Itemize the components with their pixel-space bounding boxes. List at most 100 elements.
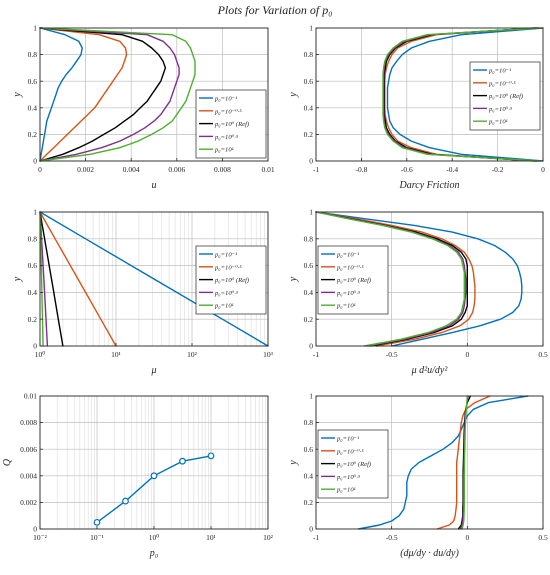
x-tick-label: 10⁻²: [33, 533, 47, 542]
y-tick-label: 0.6: [304, 261, 314, 270]
series-line-1: [315, 211, 523, 347]
y-tick-label: 0.2: [304, 315, 314, 324]
x-tick-label: 10¹: [206, 533, 216, 542]
legend: p₀=10⁻¹ p₀=10⁻⁰·⁵ p₀=10⁰ (Ref) p₀=10⁰·⁵ p₀=1…: [317, 245, 389, 315]
legend-label-3: p₀=10⁰ (Ref): [214, 121, 249, 128]
x-tick-label: -0.5: [386, 350, 398, 359]
x-tick-label: 0: [38, 165, 42, 174]
figure-title: Plots for Variation of p₀: [217, 3, 333, 17]
y-tick-label: 1: [309, 208, 313, 217]
y-tick-label: 0.002: [20, 498, 37, 507]
legend-label-4: p₀=10⁰·⁵: [214, 290, 239, 297]
series-line-3: [39, 27, 167, 162]
x-tick-label: 10⁰: [149, 533, 160, 542]
y-axis-label: y: [288, 460, 299, 466]
x-tick-label: 0: [465, 533, 469, 542]
legend: p₀=10⁻¹ p₀=10⁻⁰·⁵ p₀=10⁰ (Ref) p₀=10⁰·⁵ p₀=1…: [195, 245, 267, 315]
axes-frame: [315, 395, 544, 530]
legend-label-4: p₀=10⁰·⁵: [488, 106, 513, 113]
legend-label-3: p₀=10⁰ (Ref): [214, 277, 249, 284]
x-tick-label: -0.6: [401, 165, 413, 174]
y-tick-label: 1: [309, 24, 313, 33]
y-tick-label: 0.6: [28, 77, 38, 86]
y-tick-label: 0.2: [304, 130, 314, 139]
y-tick-label: 0.6: [304, 77, 314, 86]
legend: p₀=10⁻¹ p₀=10⁻⁰·⁵ p₀=10⁰ (Ref) p₀=10⁰·⁵ p₀=1…: [195, 89, 267, 159]
y-axis-label: y: [12, 92, 23, 98]
subplot-u: 0 0.002 0.004 0.006 0.008 0.01 0 0.2 0.4 0.6 0.8 1 u…: [12, 24, 275, 191]
y-tick-label: 0.4: [304, 471, 314, 480]
legend-label-5: p₀=10¹: [214, 303, 234, 310]
x-tick-label: -1: [313, 533, 319, 542]
y-tick-label: 0.2: [28, 130, 38, 139]
x-tick-label: 0: [541, 165, 545, 174]
axes-frame: [315, 211, 544, 347]
y-tick-label: 0.8: [304, 418, 314, 427]
legend-label-4: p₀=10⁰·⁵: [336, 474, 361, 481]
x-axis-label: p₀: [149, 548, 159, 559]
data-point: [207, 452, 215, 460]
data-point: [122, 497, 129, 505]
x-tick-label: 10²: [263, 533, 274, 542]
x-tick-label: 10⁻¹: [90, 533, 104, 542]
series-line-2: [315, 211, 476, 347]
y-tick-label: 1: [33, 24, 37, 33]
data-point: [179, 457, 186, 465]
series-line-3: [315, 211, 468, 347]
axes-frame: [315, 27, 544, 162]
y-axis-label: Q: [2, 458, 13, 466]
legend-label-3: p₀=10⁰ (Ref): [488, 93, 523, 100]
x-axis-label: μ d²u/dy²: [411, 365, 449, 376]
x-tick-label: -1: [313, 350, 319, 359]
x-tick-label: 0.002: [77, 165, 94, 174]
x-tick-label: 0.5: [538, 533, 548, 542]
legend-label-5: p₀=10¹: [214, 147, 234, 154]
x-tick-label: 10²: [187, 350, 198, 359]
data-point: [150, 472, 158, 480]
legend: p₀=10⁻¹ p₀=10⁻⁰·⁵ p₀=10⁰ (Ref) p₀=10⁰·⁵ p₀=1…: [469, 61, 541, 131]
subplot-mu_d2u: -1 -0.5 0 0.5 0 0.2 0.4 0.6 0.8 1 μ d²u/dy² y p₀=10⁻…: [288, 208, 548, 376]
y-tick-label: 0.2: [28, 315, 38, 324]
legend: p₀=10⁻¹ p₀=10⁻⁰·⁵ p₀=10⁰ (Ref) p₀=10⁰·⁵ p₀=1…: [317, 429, 389, 499]
y-tick-label: 0.4: [28, 103, 38, 112]
y-tick-label: 0.8: [304, 50, 314, 59]
x-tick-label: 10⁰: [35, 350, 46, 359]
series-line-4: [39, 211, 49, 347]
legend-label-2: p₀=10⁻⁰·⁵: [214, 264, 242, 271]
y-tick-label: 0.8: [304, 234, 314, 243]
y-tick-label: 1: [33, 208, 37, 217]
series-line-2: [39, 211, 117, 347]
x-tick-label: 0: [465, 350, 469, 359]
y-tick-label: 0.004: [20, 471, 37, 480]
legend-label-3: p₀=10⁰ (Ref): [336, 461, 371, 468]
subplot-Q: 10⁻² 10⁻¹ 10⁰ 10¹ 10² 0 0.002 0.004 0.006 0.008 0.…: [2, 392, 274, 559]
legend-label-5: p₀=10¹: [336, 487, 356, 494]
y-tick-label: 0.4: [28, 288, 38, 297]
series-line-2: [39, 27, 128, 162]
legend-label-1: p₀=10⁻¹: [214, 252, 237, 259]
series-line-1: [39, 27, 83, 162]
legend-label-2: p₀=10⁻⁰·⁵: [488, 80, 516, 87]
x-axis-label: (dμ/dy · du/dy): [400, 548, 459, 559]
legend-label-1: p₀=10⁻¹: [488, 68, 511, 75]
y-tick-label: 0.008: [20, 418, 37, 427]
series-line-1: [386, 27, 544, 162]
subplot-darcy: -1 -0.8 -0.6 -0.4 -0.2 0 0 0.2 0.4 0.6 0.8 1 Darcy F…: [288, 24, 545, 191]
y-tick-label: 0.006: [20, 445, 37, 454]
y-tick-label: 0.01: [24, 392, 37, 401]
legend-label-3: p₀=10⁰ (Ref): [336, 277, 371, 284]
legend-label-2: p₀=10⁻⁰·⁵: [214, 108, 242, 115]
y-tick-label: 0.8: [28, 234, 38, 243]
series-line-2: [436, 395, 491, 530]
legend-label-1: p₀=10⁻¹: [336, 436, 359, 443]
x-tick-label: -0.5: [386, 533, 398, 542]
y-tick-label: 0: [33, 525, 37, 534]
x-tick-label: 0.004: [123, 165, 140, 174]
y-axis-label: y: [288, 276, 299, 282]
x-tick-label: 0.008: [214, 165, 231, 174]
x-tick-label: -0.4: [446, 165, 458, 174]
series-line-3: [39, 211, 64, 347]
legend-label-2: p₀=10⁻⁰·⁵: [336, 264, 364, 271]
y-tick-label: 0: [309, 525, 313, 534]
